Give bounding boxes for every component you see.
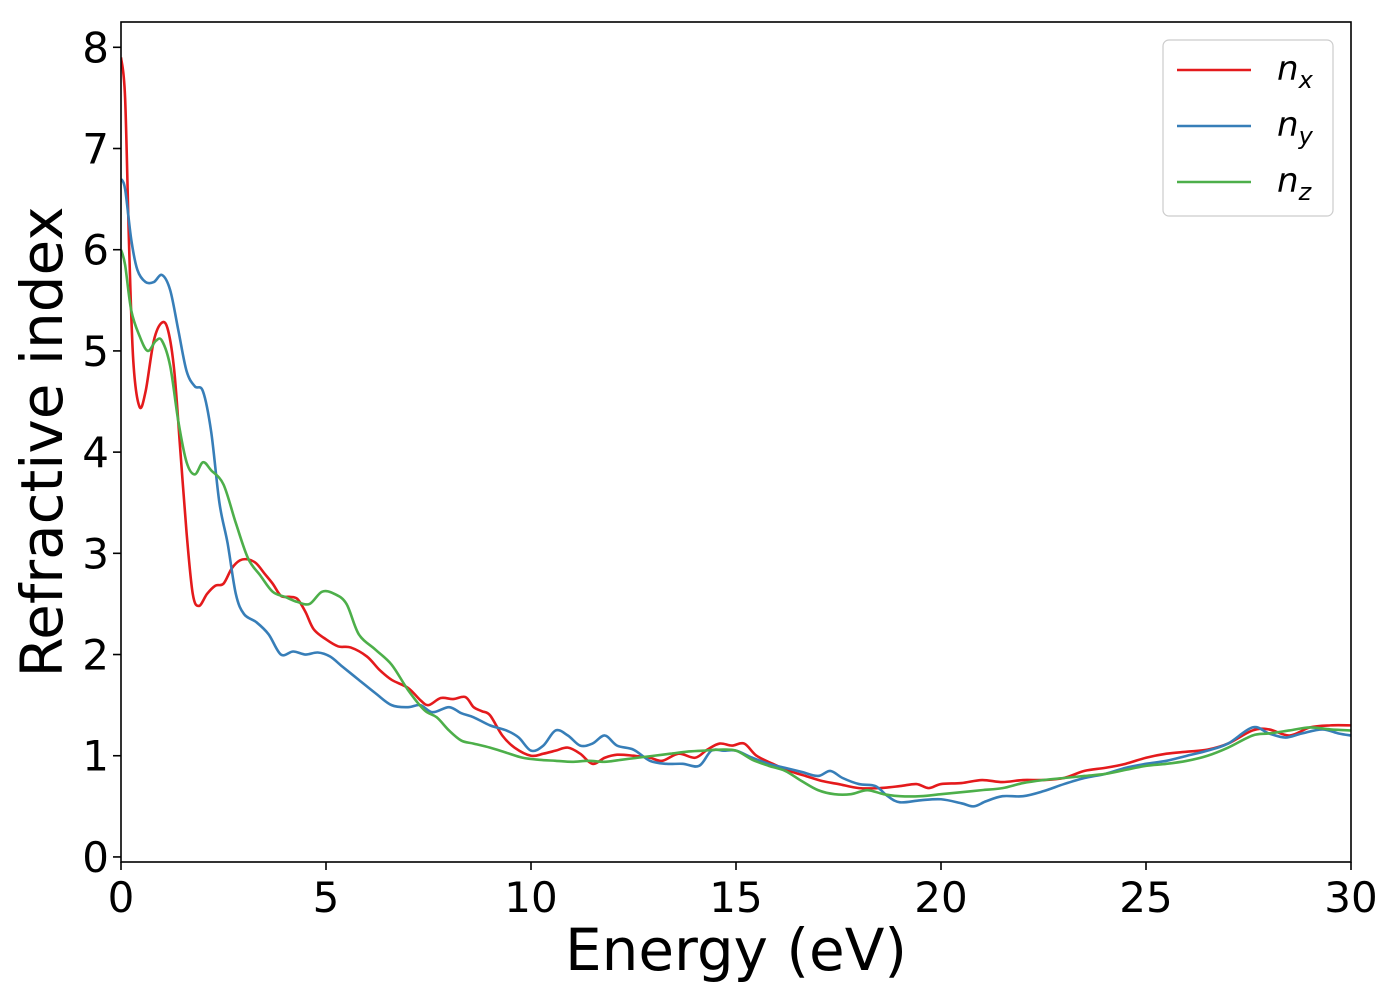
x-tick-label: 5 (313, 873, 340, 922)
y-tick-label: 7 (82, 125, 109, 174)
x-axis-title: Energy (eV) (565, 916, 907, 984)
legend-label-nx: nx (1277, 49, 1314, 94)
x-tick-label: 10 (504, 873, 557, 922)
y-tick-label: 4 (82, 428, 109, 477)
x-tick-label: 15 (709, 873, 762, 922)
x-tick-label: 0 (108, 873, 135, 922)
series-line-ny (121, 178, 1351, 808)
y-tick-label: 0 (82, 833, 109, 882)
y-tick-label: 2 (82, 631, 109, 680)
x-tick-label: 30 (1324, 873, 1377, 922)
x-tick-label: 25 (1119, 873, 1172, 922)
y-tick-label: 1 (82, 732, 109, 781)
x-axis-ticks: 0 5 10 15 20 25 30 (108, 862, 1378, 922)
series-line-nx (121, 57, 1351, 790)
y-axis-title: Refractive index (8, 206, 76, 677)
legend-box (1162, 39, 1334, 217)
legend-label-ny: ny (1277, 105, 1314, 150)
series-layer (121, 57, 1351, 808)
y-axis-ticks: 0 1 2 3 4 5 6 7 8 (82, 23, 121, 882)
y-tick-label: 3 (82, 529, 109, 578)
y-tick-label: 5 (82, 327, 109, 376)
legend-label-nz: nz (1277, 161, 1313, 206)
x-tick-label: 20 (914, 873, 967, 922)
legend: nx ny nz (1162, 39, 1334, 217)
series-line-nz (121, 249, 1351, 798)
y-tick-label: 8 (82, 23, 109, 72)
y-tick-label: 6 (82, 226, 109, 275)
